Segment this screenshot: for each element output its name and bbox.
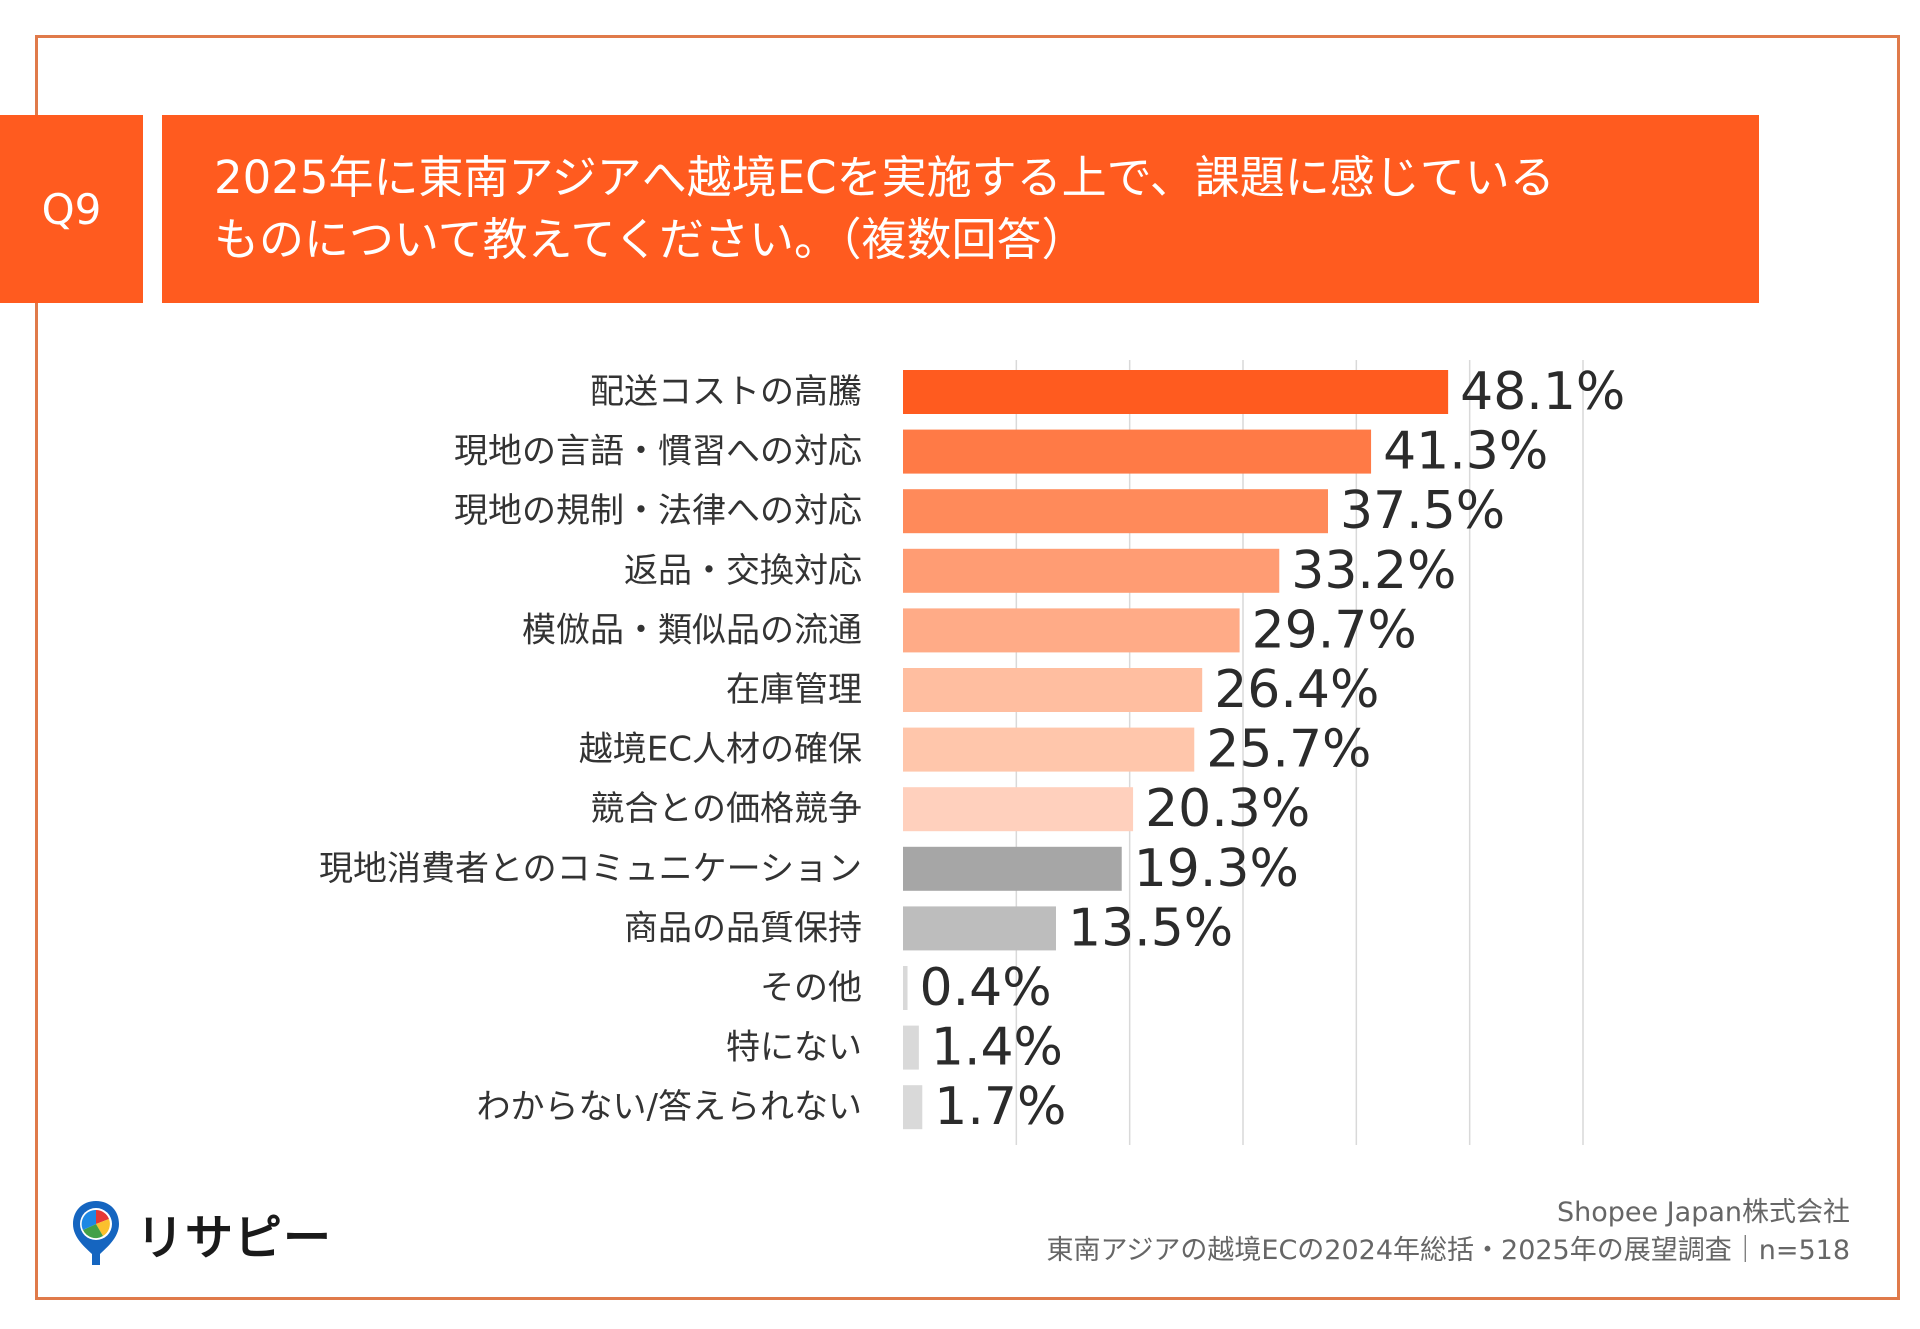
bar bbox=[903, 966, 908, 1010]
logo-text: リサピー bbox=[136, 1210, 333, 1266]
footer-company: Shopee Japan株式会社 bbox=[1556, 1197, 1850, 1228]
category-label: 現地の言語・慣習への対応 bbox=[454, 432, 862, 472]
value-label: 1.7% bbox=[934, 1077, 1066, 1137]
bar bbox=[903, 906, 1056, 951]
category-label: 越境EC人材の確保 bbox=[579, 730, 862, 770]
question-title-line-2: ものについて教えてください。（複数回答） bbox=[214, 213, 1087, 266]
value-label: 25.7% bbox=[1206, 720, 1371, 780]
category-label: 配送コストの高騰 bbox=[590, 372, 862, 412]
value-label: 1.4% bbox=[931, 1018, 1063, 1078]
question-number: Q9 bbox=[41, 184, 102, 234]
category-label: 現地の規制・法律への対応 bbox=[454, 491, 862, 531]
value-label: 37.5% bbox=[1340, 481, 1505, 541]
bar bbox=[903, 370, 1449, 414]
bar bbox=[903, 727, 1195, 772]
category-label: その他 bbox=[760, 968, 862, 1008]
bar bbox=[903, 1085, 923, 1130]
category-label: わからない/答えられない bbox=[477, 1087, 862, 1127]
question-number-badge: Q9 bbox=[0, 115, 143, 303]
bar bbox=[903, 429, 1372, 474]
outer-frame bbox=[35, 35, 1900, 1300]
value-label: 29.7% bbox=[1252, 600, 1417, 660]
value-label: 20.3% bbox=[1145, 779, 1310, 839]
footer-survey: 東南アジアの越境ECの2024年総括・2025年の展望調査｜n=518 bbox=[1046, 1235, 1850, 1266]
value-label: 33.2% bbox=[1291, 541, 1456, 601]
question-title-line-1: 2025年に東南アジアへ越境ECを実施する上で、課題に感じている bbox=[214, 151, 1555, 204]
value-label: 0.4% bbox=[920, 958, 1052, 1018]
value-label: 26.4% bbox=[1214, 660, 1379, 720]
value-label: 13.5% bbox=[1068, 898, 1233, 958]
bar bbox=[903, 787, 1134, 832]
category-label: 現地消費者とのコミュニケーション bbox=[319, 849, 862, 889]
bar bbox=[903, 846, 1122, 891]
map-pin-icon bbox=[73, 1201, 119, 1265]
category-label: 模倣品・類似品の流通 bbox=[522, 610, 862, 650]
value-label: 41.3% bbox=[1383, 422, 1548, 482]
logo: リサピー bbox=[70, 1198, 332, 1268]
category-label: 在庫管理 bbox=[726, 670, 862, 710]
category-label: 商品の品質保持 bbox=[624, 908, 862, 948]
category-label: 特にない bbox=[726, 1028, 862, 1068]
bar bbox=[903, 668, 1203, 712]
bar bbox=[903, 548, 1280, 593]
bar bbox=[903, 489, 1328, 534]
value-label: 48.1% bbox=[1460, 362, 1625, 422]
bar-chart: 配送コストの高騰 48.1% 現地の言語・慣習への対応 41.3% 現地の規制・法律への… bbox=[319, 360, 1625, 1145]
category-label: 返品・交換対応 bbox=[624, 551, 862, 591]
bar bbox=[903, 1025, 919, 1070]
value-label: 19.3% bbox=[1134, 839, 1299, 899]
category-label: 競合との価格競争 bbox=[590, 789, 862, 829]
bar bbox=[903, 608, 1240, 653]
question-title-box: 2025年に東南アジアへ越境ECを実施する上で、課題に感じている ものについて教… bbox=[162, 115, 1759, 303]
